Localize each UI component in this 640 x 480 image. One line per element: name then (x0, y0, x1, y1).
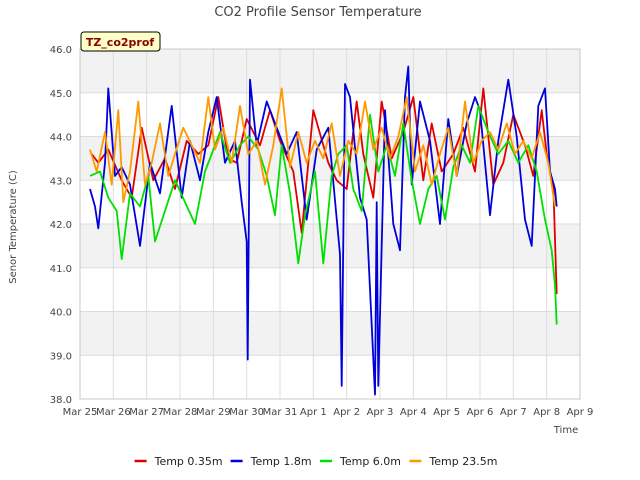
y-tick-label: 46.0 (50, 45, 72, 56)
plot-area-frame (79, 48, 581, 400)
x-tick-label: Apr 6 (467, 407, 494, 418)
y-tick-label: 38.0 (50, 395, 72, 406)
chart-title: CO2 Profile Sensor Temperature (214, 5, 421, 20)
x-tick-label: Apr 1 (300, 407, 327, 418)
x-tick-label: Apr 9 (567, 407, 594, 418)
series-line (89, 105, 558, 325)
y-tick-label: 39.0 (50, 351, 72, 362)
legend-label: Temp 23.5m (428, 455, 497, 468)
series-line (89, 87, 556, 207)
site-label: TZ_co2prof (86, 36, 155, 49)
legend-label: Temp 6.0m (339, 455, 401, 468)
plot-band (80, 311, 580, 356)
x-tick-label: Apr 8 (533, 407, 560, 418)
x-tick-label: Apr 4 (400, 407, 427, 418)
x-tick-label: Apr 2 (333, 407, 360, 418)
series-line (90, 87, 558, 295)
legend: Temp 0.35m Temp 1.8m Temp 6.0m Temp 23.5m (134, 455, 497, 468)
x-tick-label: Apr 5 (433, 407, 460, 418)
x-tick-label: Mar 28 (163, 407, 198, 418)
y-tick-label: 44.0 (50, 133, 72, 144)
y-axis-label: Senor Temperature (C) (8, 170, 19, 284)
series-lines (89, 65, 558, 396)
y-axis: 38.0 39.0 40.0 41.0 42.0 43.0 44.0 45.0 46.0 (50, 45, 72, 406)
legend-label: Temp 1.8m (250, 455, 312, 468)
plot-band (80, 49, 580, 93)
y-tick-label: 43.0 (50, 176, 72, 187)
x-tick-label: Mar 26 (96, 407, 131, 418)
x-tick-label: Apr 7 (500, 407, 527, 418)
y-tick-label: 40.0 (50, 308, 72, 319)
site-label-box: TZ_co2prof (80, 31, 161, 52)
series-line (89, 65, 558, 396)
x-axis-label: Time (553, 425, 578, 436)
x-tick-label: Mar 31 (263, 407, 298, 418)
legend-label: Temp 0.35m (154, 455, 223, 468)
y-tick-label: 41.0 (50, 264, 72, 275)
x-tick-label: Mar 30 (229, 407, 264, 418)
y-tick-label: 45.0 (50, 89, 72, 100)
x-tick-label: Mar 25 (63, 407, 98, 418)
plot-band (80, 224, 580, 268)
x-tick-label: Mar 27 (129, 407, 164, 418)
x-tick-label: Apr 3 (367, 407, 394, 418)
x-tick-label: Mar 29 (196, 407, 231, 418)
y-tick-label: 42.0 (50, 220, 72, 231)
